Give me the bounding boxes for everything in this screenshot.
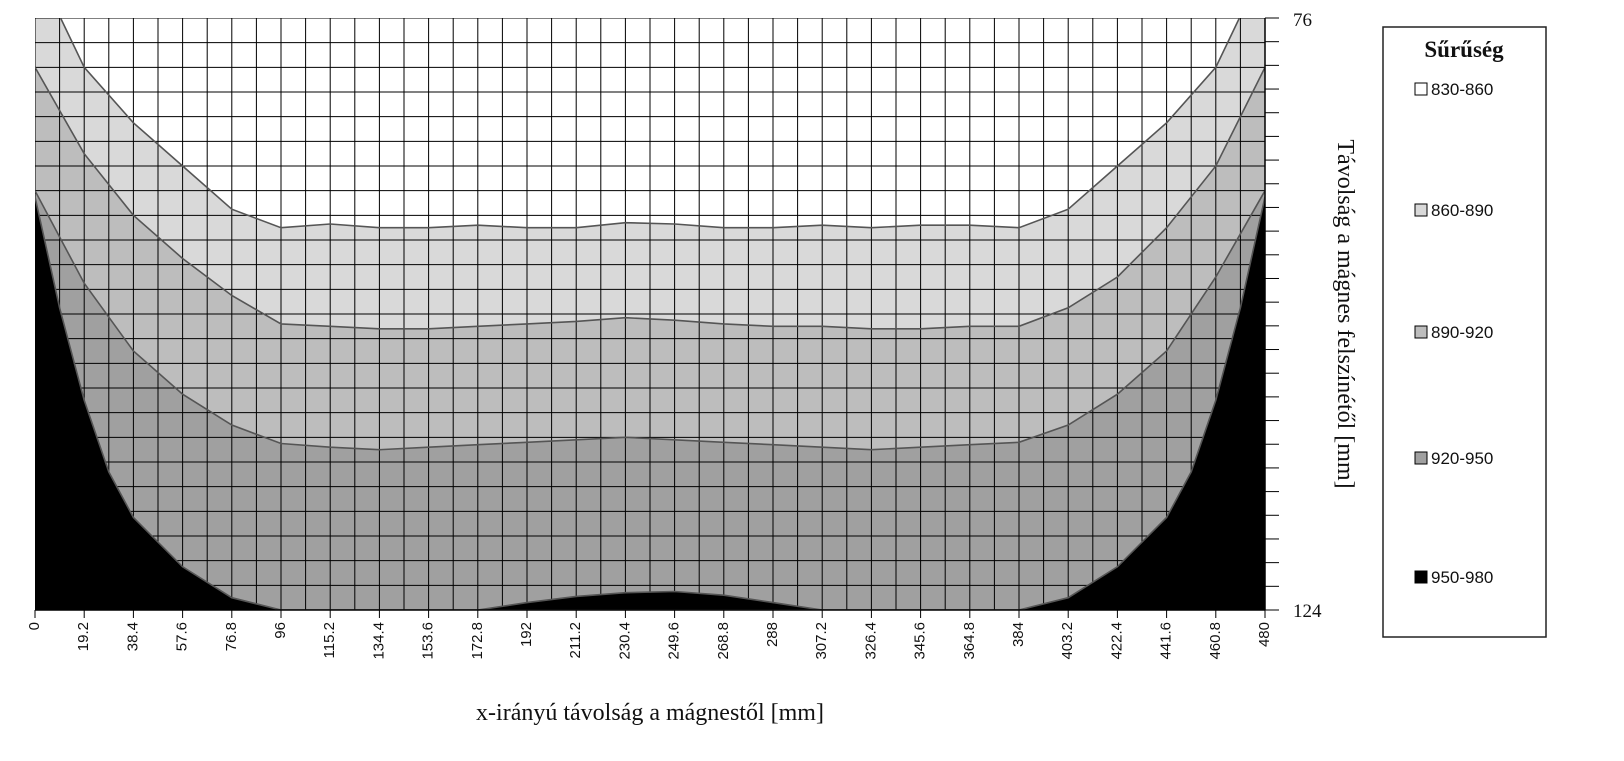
x-tick-label: 0 (26, 622, 43, 630)
x-tick-label: 230.4 (616, 622, 633, 660)
legend-swatch (1414, 203, 1428, 217)
legend-swatch (1414, 82, 1428, 96)
contour-line-860 (59, 18, 1241, 229)
contour-line-890 (35, 66, 1265, 330)
x-tick-label: 288 (764, 622, 781, 647)
x-tick-label: 96 (272, 622, 289, 639)
x-tick-label: 307.2 (813, 622, 830, 660)
legend-swatch (1414, 325, 1428, 339)
legend-title: Sűrűség (1424, 37, 1504, 62)
y-tick-label: 124 (1293, 601, 1322, 622)
legend-swatch (1414, 451, 1428, 465)
contour-line-920 (35, 190, 1265, 451)
legend-label: 830-860 (1431, 80, 1493, 99)
legend-box (1382, 26, 1547, 638)
x-tick-label: 441.6 (1158, 622, 1175, 660)
contour-line-950 (35, 196, 1265, 610)
x-tick-label: 384 (1010, 622, 1027, 647)
legend-label: 920-950 (1431, 449, 1493, 468)
x-tick-label: 19.2 (75, 622, 92, 651)
x-tick-label: 422.4 (1108, 622, 1125, 660)
x-tick-label: 460.8 (1207, 622, 1224, 660)
contour-line-950 (477, 590, 823, 610)
x-tick-label: 326.4 (862, 622, 879, 660)
x-tick-label: 211.2 (567, 622, 584, 658)
legend: Sűrűség 830-860 860-890 890-920 920-950 950-… (1382, 26, 1547, 638)
x-tick-label: 192 (518, 622, 535, 647)
x-tick-label: 249.6 (666, 622, 683, 660)
x-tick-label: 76.8 (223, 622, 240, 651)
legend-swatch (1414, 570, 1428, 584)
y-tick-label: 76 (1293, 10, 1312, 31)
legend-label: 860-890 (1431, 201, 1493, 220)
x-tick-label: 134.4 (370, 622, 387, 660)
x-tick-label: 403.2 (1059, 622, 1076, 660)
legend-label: 890-920 (1431, 323, 1493, 342)
x-tick-label: 172.8 (469, 622, 486, 660)
x-axis-title: x-irányú távolság a mágnestől [mm] (476, 700, 824, 726)
x-tick-label: 115.2 (321, 622, 338, 658)
legend-label: 950-980 (1431, 568, 1493, 587)
x-tick-label: 480 (1256, 622, 1273, 647)
x-tick-label: 268.8 (715, 622, 732, 660)
x-tick-label: 57.6 (174, 622, 191, 651)
x-tick-label: 345.6 (912, 622, 929, 660)
y-axis-title: Távolság a mágnes felszínétől [mm] (1332, 139, 1358, 488)
x-tick-label: 38.4 (124, 622, 141, 651)
x-tick-label: 364.8 (961, 622, 978, 660)
x-tick-label: 153.6 (420, 622, 437, 660)
